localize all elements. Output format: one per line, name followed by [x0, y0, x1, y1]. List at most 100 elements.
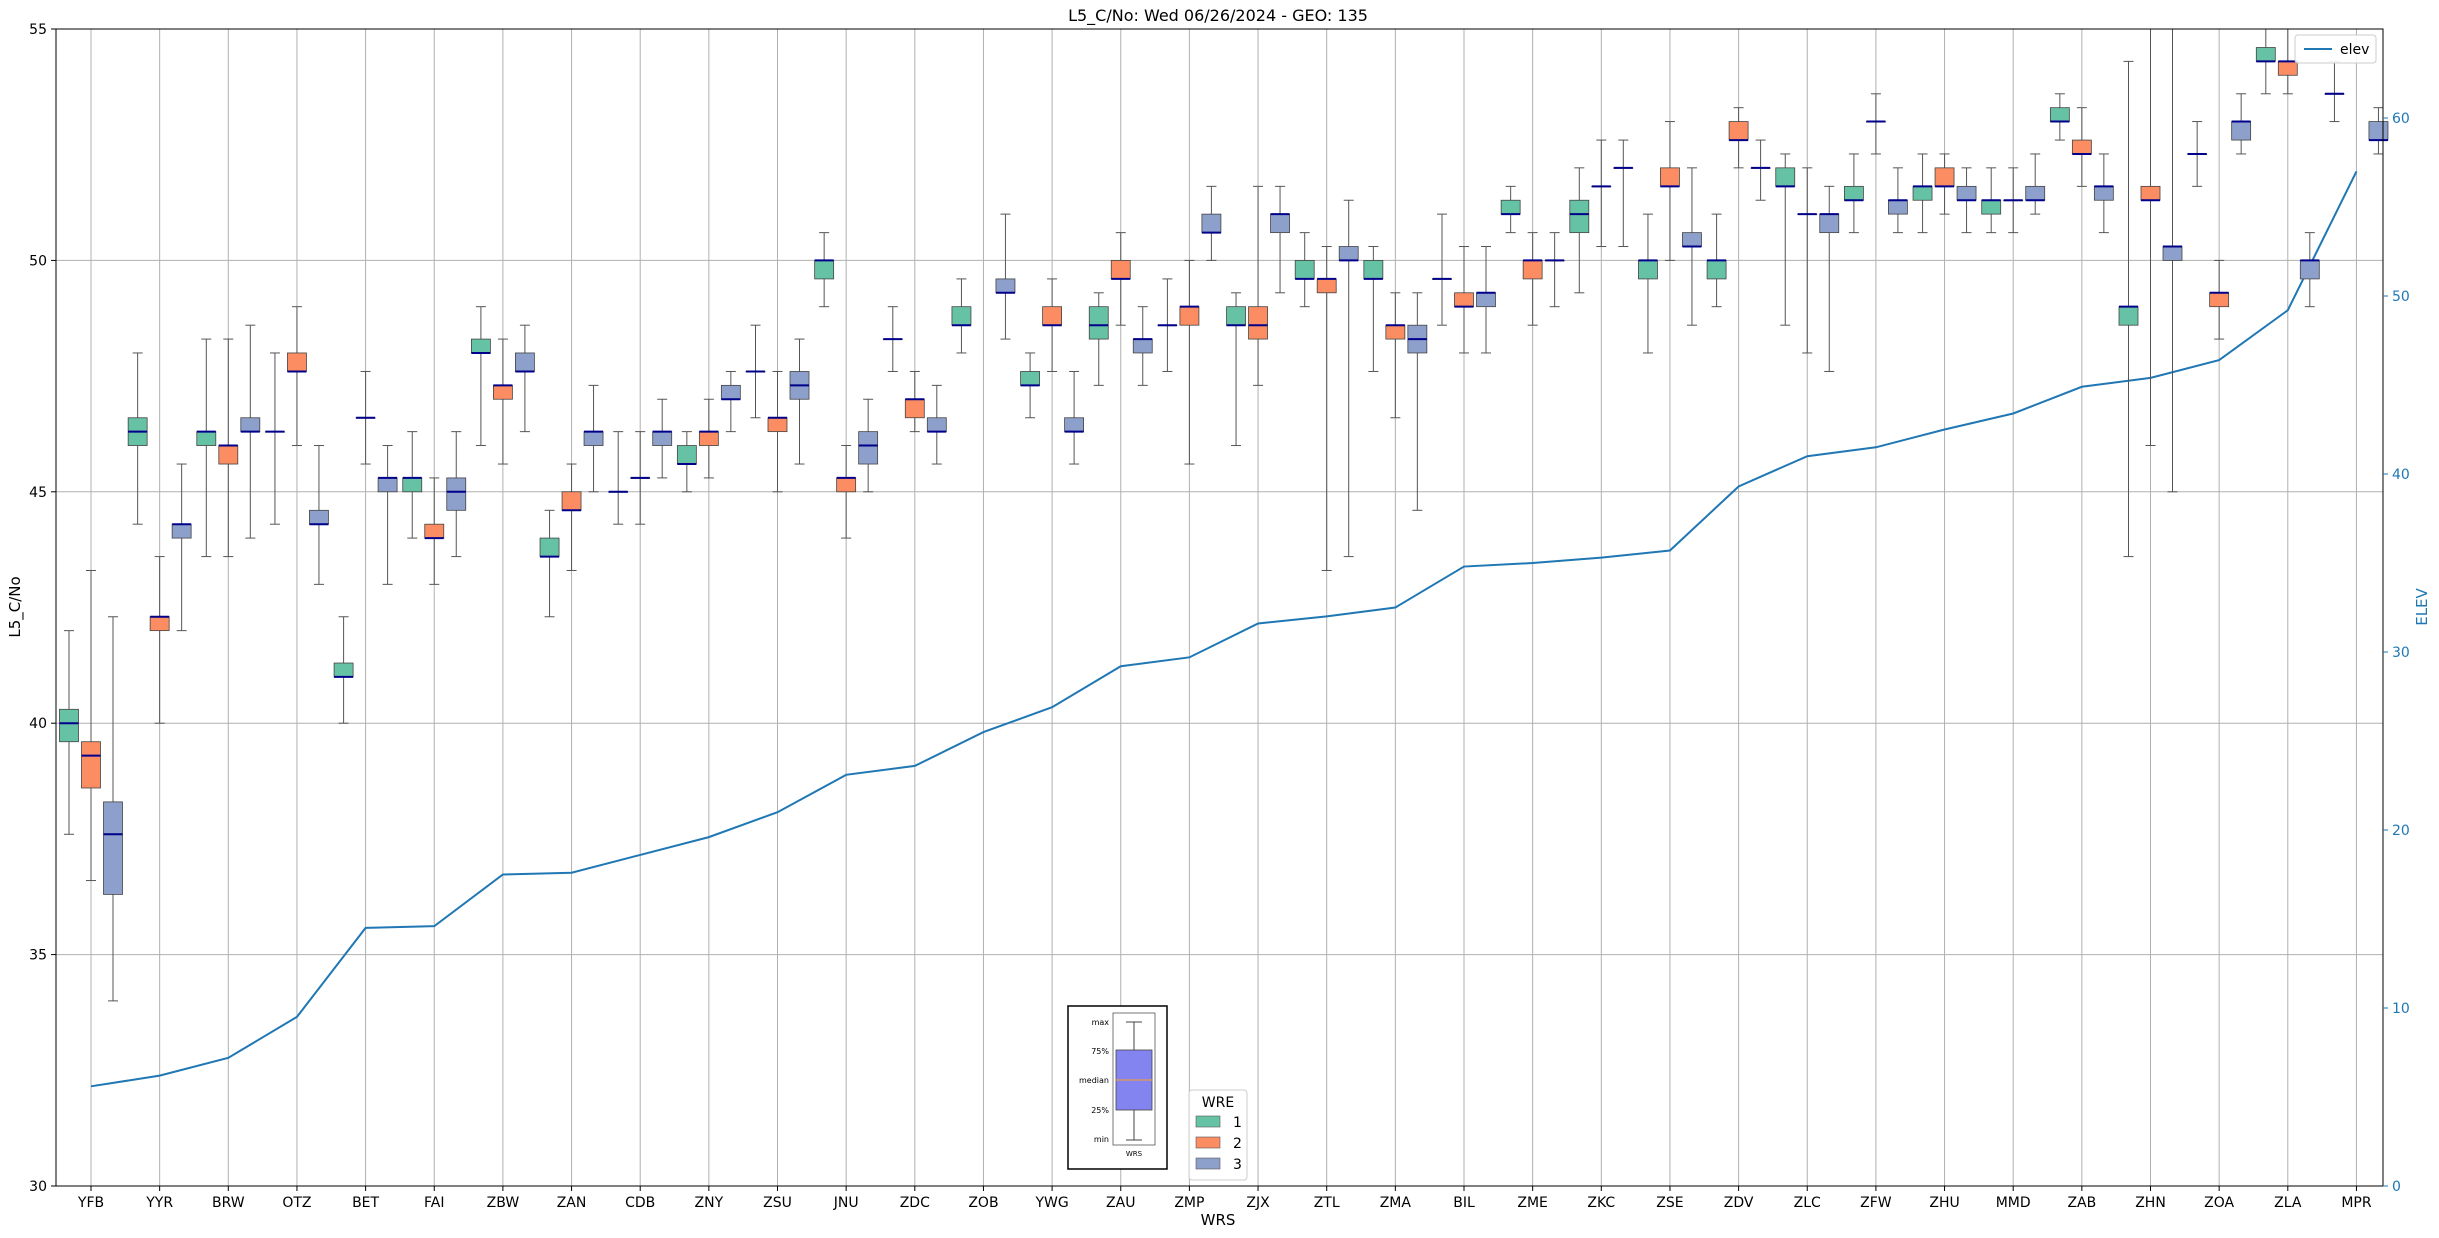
y-tick-label: 50 — [29, 253, 47, 269]
box-ZBW-wre-1 — [470, 306, 491, 447]
x-axis: YFB YYR BRW OTZ BET FAI ZBW ZAN CDB ZNY ZSU JNU ZDC Z… — [77, 1186, 2372, 1211]
box-ZME-wre-2 — [1522, 232, 1543, 326]
box-iqr — [2162, 246, 2183, 261]
box-iqr — [1775, 167, 1796, 187]
box-ZSU-wre-3 — [789, 338, 810, 465]
x-tick-label: YFB — [77, 1195, 104, 1211]
box-iqr — [2140, 185, 2161, 201]
x-tick-label: BRW — [212, 1195, 245, 1211]
box-key-q1-label: 25% — [1091, 1106, 1109, 1115]
x-tick-label: ZKC — [1587, 1195, 1615, 1211]
box-FAI-wre-2 — [424, 477, 445, 585]
box-ZFW-wre-2 — [1866, 93, 1886, 155]
box-iqr — [904, 398, 925, 419]
box-iqr — [1819, 213, 1840, 234]
box-iqr — [2118, 306, 2139, 326]
x-axis-label: WRS — [1201, 1211, 1236, 1229]
box-iqr — [59, 708, 79, 743]
x-tick-label: ZDV — [1724, 1195, 1754, 1211]
box-FAI-wre-1 — [402, 431, 423, 539]
box-YFB-wre-3 — [103, 616, 123, 1002]
box-YFB-wre-1 — [59, 630, 79, 835]
box-ZSU-wre-1 — [745, 324, 766, 419]
y-tick-label: 35 — [29, 948, 47, 964]
box-YWG-wre-1 — [1020, 352, 1040, 419]
box-iqr — [1316, 278, 1337, 294]
x-tick-label: ZJX — [1246, 1195, 1270, 1211]
box-key-min-label: min — [1094, 1135, 1109, 1144]
box-ZNY-wre-3 — [720, 370, 741, 433]
x-tick-label: CDB — [625, 1195, 655, 1211]
elev-legend-frame — [2294, 34, 2377, 64]
box-iqr — [1660, 167, 1680, 187]
x-tick-label: YYR — [145, 1195, 173, 1211]
box-ZLC-wre-1 — [1775, 153, 1796, 326]
box-CDB-wre-3 — [652, 398, 673, 479]
box-iqr — [309, 509, 329, 525]
box-BET-wre-1 — [333, 616, 354, 724]
box-iqr — [1476, 292, 1496, 308]
y2-tick-label: 60 — [2392, 111, 2410, 127]
box-BET-wre-2 — [355, 370, 376, 465]
box-iqr — [196, 431, 217, 446]
box-iqr — [2093, 185, 2114, 201]
y-axis: 30 35 40 45 50 55 — [29, 22, 56, 1195]
box-iqr — [1363, 259, 1384, 280]
box-iqr — [103, 801, 123, 895]
box-ZAU-wre-1 — [1088, 292, 1109, 386]
box-iqr — [652, 431, 673, 446]
box-iqr — [1569, 199, 1590, 234]
box-iqr — [858, 431, 879, 465]
x-tick-label: ZDC — [900, 1195, 930, 1211]
box-series — [59, 28, 2389, 1002]
box-YFB-wre-2 — [81, 569, 101, 882]
x-tick-label: ZAB — [2067, 1195, 2096, 1211]
box-ZJX-wre-3 — [1270, 185, 1290, 294]
box-iqr — [951, 306, 972, 326]
box-ZHU-wre-3 — [1956, 167, 1977, 234]
box-ZJX-wre-2 — [1248, 185, 1268, 386]
y2-tick-label: 10 — [2392, 1001, 2410, 1017]
box-iqr — [470, 338, 491, 354]
box-ZDV-wre-1 — [1706, 213, 1727, 308]
box-BIL-wre-2 — [1454, 246, 1474, 354]
box-iqr — [2299, 259, 2320, 280]
box-ZAB-wre-2 — [2071, 107, 2092, 187]
box-iqr — [2368, 121, 2389, 141]
y2-tick-label: 20 — [2392, 823, 2410, 839]
x-tick-label: ZTL — [1314, 1195, 1340, 1211]
box-iqr — [1956, 185, 1977, 201]
box-ZAU-wre-2 — [1110, 232, 1131, 326]
x-tick-label: MMD — [1996, 1195, 2031, 1211]
y-tick-label: 55 — [29, 22, 47, 38]
box-iqr — [171, 523, 192, 539]
box-iqr — [1981, 199, 2002, 215]
box-ZDC-wre-3 — [926, 384, 947, 465]
box-CDB-wre-2 — [630, 431, 651, 525]
box-MMD-wre-1 — [1981, 167, 2002, 234]
box-ZMA-wre-3 — [1407, 292, 1428, 511]
box-key-q3-label: 75% — [1091, 1047, 1109, 1056]
box-iqr — [1682, 232, 1702, 247]
box-iqr — [1179, 306, 1200, 326]
box-ZLA-wre-3 — [2299, 232, 2320, 308]
box-iqr — [1728, 121, 1749, 141]
x-tick-label: ZSE — [1656, 1195, 1683, 1211]
box-ZKC-wre-3 — [1613, 139, 1634, 248]
box-key-x-label: WRS — [1126, 1150, 1143, 1158]
box-iqr — [2255, 47, 2276, 62]
wre-legend-label-3: 3 — [1233, 1157, 1242, 1173]
box-iqr — [836, 477, 857, 493]
box-iqr — [240, 417, 261, 433]
box-ZFW-wre-1 — [1844, 153, 1864, 234]
box-iqr — [676, 445, 697, 465]
box-ZMA-wre-2 — [1385, 292, 1406, 419]
box-iqr — [1912, 185, 1933, 201]
wre-legend-title: WRE — [1202, 1095, 1234, 1111]
y-axis-label: L5_C/No — [6, 576, 25, 637]
x-tick-label: YWG — [1034, 1195, 1068, 1211]
box-JNU-wre-1 — [814, 232, 835, 308]
box-ZLA-wre-1 — [2255, 28, 2276, 95]
box-iqr — [377, 477, 398, 493]
box-ZOA-wre-2 — [2209, 259, 2230, 340]
